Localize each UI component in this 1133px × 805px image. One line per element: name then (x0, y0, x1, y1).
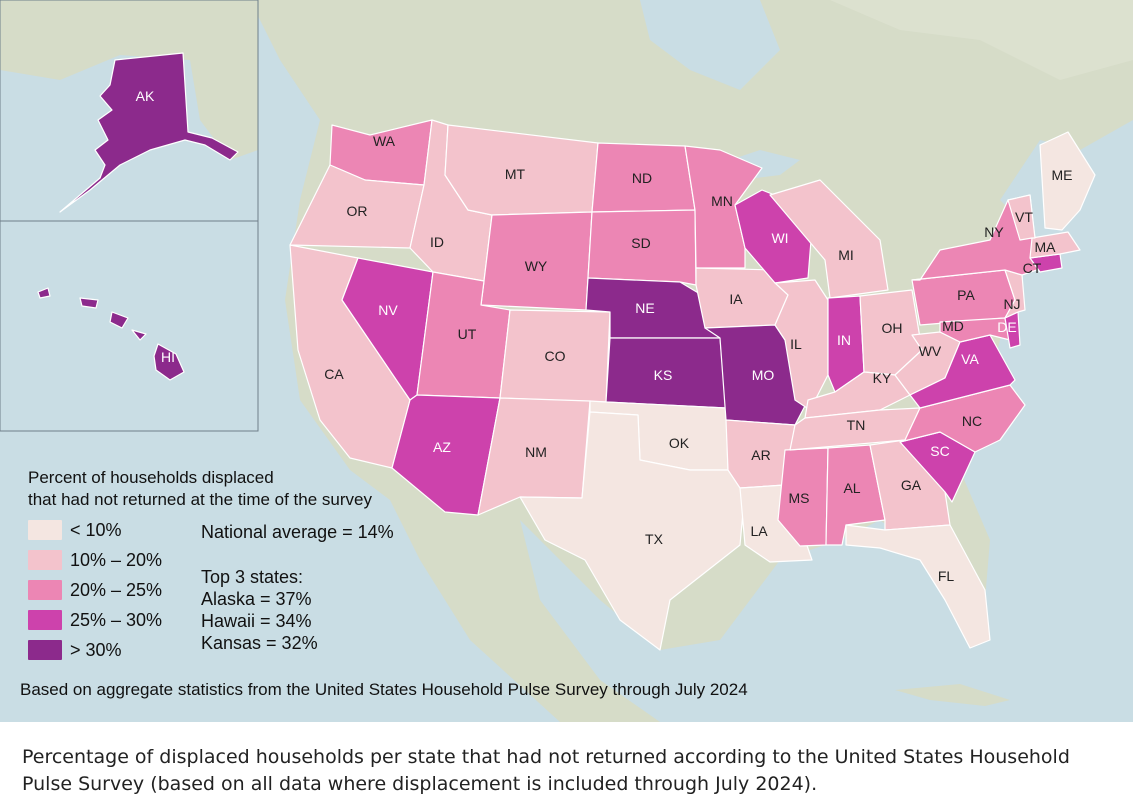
state-ma (1029, 231, 1081, 259)
state-wy (480, 211, 593, 311)
label-al: AL (843, 480, 860, 496)
caribbean-cuba (895, 684, 1010, 706)
legend-swatch-lt10 (28, 520, 62, 540)
label-in: IN (837, 332, 851, 348)
state-va (909, 334, 1016, 409)
legend-label-10-20: 10% – 20% (70, 549, 163, 570)
summary-stats: National average = 14% Top 3 states: Ala… (201, 521, 394, 654)
label-ar: AR (751, 447, 770, 463)
state-hi (37, 287, 185, 381)
label-ks: KS (654, 367, 673, 383)
label-mn: MN (711, 193, 733, 209)
label-sd: SD (631, 235, 650, 251)
label-wy: WY (525, 258, 548, 274)
legend-item-gt30: > 30% (28, 635, 448, 665)
label-ne: NE (635, 300, 654, 316)
label-sc: SC (930, 443, 949, 459)
label-tx: TX (645, 531, 664, 547)
state-tx (519, 411, 746, 651)
legend: Percent of households displaced that had… (28, 467, 448, 665)
top-state-1: Alaska = 37% (201, 589, 312, 609)
hudson-bay (640, 0, 780, 90)
label-hi: HI (161, 349, 175, 365)
label-or: OR (347, 203, 368, 219)
legend-swatch-20-25 (28, 580, 62, 600)
label-vt: VT (1015, 209, 1033, 225)
legend-label-lt10: < 10% (70, 519, 122, 540)
label-me: ME (1052, 167, 1073, 183)
label-md: MD (942, 318, 964, 334)
label-co: CO (545, 348, 566, 364)
label-az: AZ (433, 439, 451, 455)
label-ak: AK (136, 88, 155, 104)
figure-caption: Percentage of displaced households per s… (22, 746, 1070, 795)
label-id: ID (430, 234, 444, 250)
label-va: VA (961, 351, 979, 367)
label-la: LA (750, 523, 768, 539)
state-ms (777, 447, 829, 547)
state-me (1039, 131, 1096, 231)
label-oh: OH (882, 320, 903, 336)
top-state-3: Kansas = 32% (201, 633, 318, 653)
label-pa: PA (957, 287, 975, 303)
state-vt (1007, 194, 1036, 241)
legend-item-20-25: 20% – 25% (28, 575, 448, 605)
national-average: National average = 14% (201, 522, 394, 542)
label-de: DE (997, 319, 1016, 335)
label-mo: MO (752, 367, 775, 383)
label-wi: WI (771, 230, 788, 246)
label-nd: ND (632, 170, 652, 186)
label-ia: IA (729, 291, 743, 307)
label-nv: NV (378, 302, 398, 318)
label-mt: MT (505, 166, 526, 182)
label-ny: NY (984, 224, 1004, 240)
label-tn: TN (847, 417, 866, 433)
label-nm: NM (525, 444, 547, 460)
legend-title: Percent of households displaced that had… (28, 467, 448, 511)
label-wv: WV (919, 343, 942, 359)
label-ok: OK (669, 435, 690, 451)
legend-swatch-gt30 (28, 640, 62, 660)
label-ut: UT (458, 326, 477, 342)
state-fl (845, 524, 991, 649)
legend-item-10-20: 10% – 20% (28, 545, 448, 575)
hawaii-inset-bg (0, 221, 258, 431)
legend-swatch-10-20 (28, 550, 62, 570)
top-state-2: Hawaii = 34% (201, 611, 312, 631)
legend-label-gt30: > 30% (70, 639, 122, 660)
legend-title-line2: that had not returned at the time of the… (28, 490, 372, 509)
greenland-coast (830, 0, 1133, 80)
source-footnote: Based on aggregate statistics from the U… (20, 680, 748, 699)
label-nj: NJ (1003, 296, 1020, 312)
label-ms: MS (789, 490, 810, 506)
legend-item-lt10: < 10% (28, 515, 448, 545)
label-ct: CT (1023, 260, 1042, 276)
label-wa: WA (373, 133, 396, 149)
legend-title-line1: Percent of households displaced (28, 468, 274, 487)
label-il: IL (790, 336, 802, 352)
legend-label-20-25: 20% – 25% (70, 579, 163, 600)
state-labels: AK HI WA OR CA NV ID MT WY UT AZ CO NM N… (136, 88, 1073, 584)
state-ak (59, 52, 239, 213)
alaska-inset-land (0, 0, 258, 160)
label-fl: FL (938, 568, 955, 584)
legend-item-25-30: 25% – 30% (28, 605, 448, 635)
legend-label-25-30: 25% – 30% (70, 609, 163, 630)
top-states-heading: Top 3 states: (201, 567, 304, 587)
legend-swatch-25-30 (28, 610, 62, 630)
label-ca: CA (324, 366, 344, 382)
label-ga: GA (901, 477, 922, 493)
state-il (774, 279, 829, 411)
label-mi: MI (838, 247, 854, 263)
us-choropleth-map: AK HI WA OR CA NV ID MT WY UT AZ CO NM N… (0, 0, 1133, 722)
label-ky: KY (873, 370, 892, 386)
label-ma: MA (1035, 239, 1057, 255)
state-sd (587, 209, 697, 286)
label-nc: NC (962, 413, 982, 429)
state-mi (769, 179, 889, 299)
hawaii-inset-frame (0, 220, 259, 432)
